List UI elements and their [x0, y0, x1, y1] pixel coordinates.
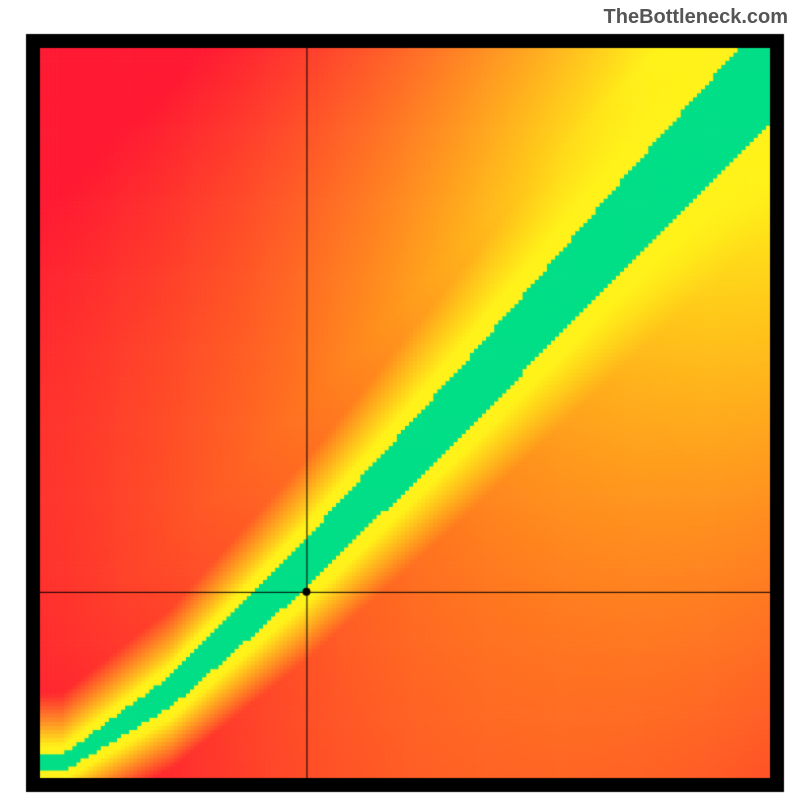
chart-container: TheBottleneck.com [0, 0, 800, 800]
bottleneck-heatmap [0, 0, 800, 800]
watermark-text: TheBottleneck.com [604, 6, 788, 29]
